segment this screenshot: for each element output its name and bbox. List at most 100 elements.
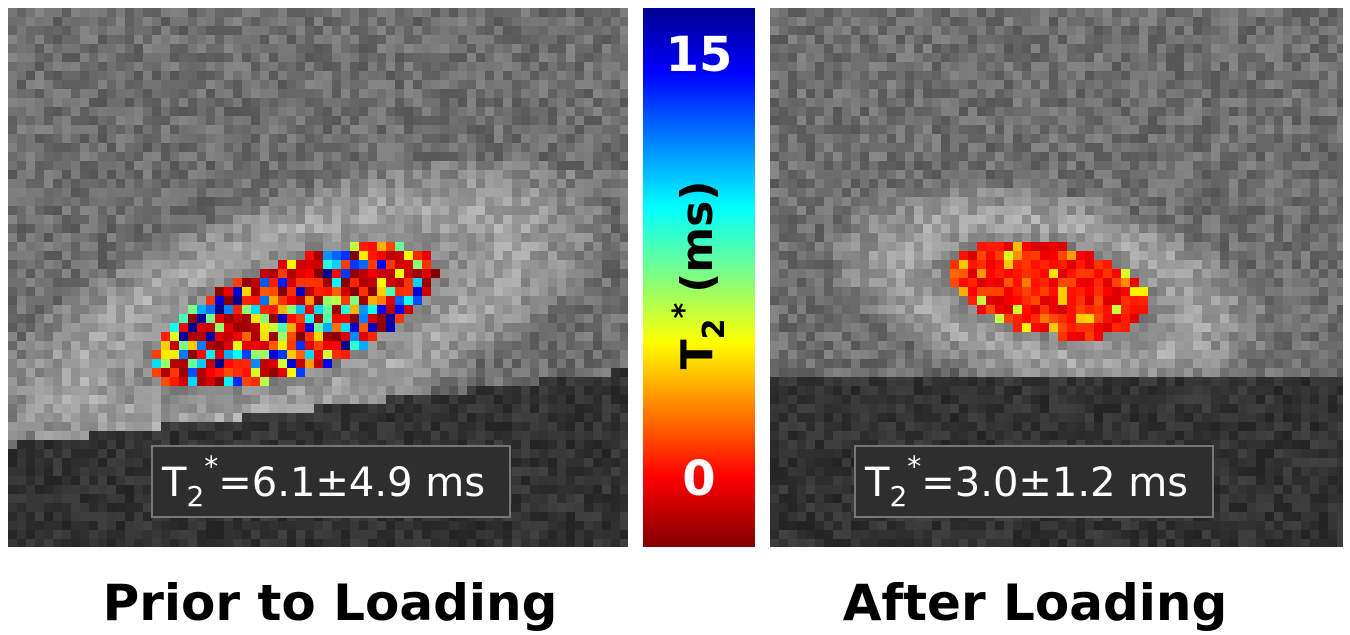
image-pixel <box>26 26 36 36</box>
image-pixel <box>89 80 99 90</box>
image-pixel <box>287 206 297 216</box>
image-pixel <box>35 278 45 288</box>
image-pixel <box>977 17 987 27</box>
map-pixel <box>323 350 333 360</box>
map-pixel <box>161 359 171 369</box>
image-pixel <box>1022 89 1032 99</box>
image-pixel <box>431 404 441 414</box>
image-pixel <box>905 125 915 135</box>
image-pixel <box>575 116 585 126</box>
image-pixel <box>170 422 180 432</box>
image-pixel <box>368 350 378 360</box>
image-pixel <box>278 521 288 531</box>
image-pixel <box>242 152 252 162</box>
image-pixel <box>206 152 216 162</box>
image-pixel <box>170 116 180 126</box>
image-pixel <box>593 530 603 540</box>
image-pixel <box>494 89 504 99</box>
image-pixel <box>422 89 432 99</box>
image-pixel <box>440 44 450 54</box>
image-pixel <box>260 17 270 27</box>
image-pixel <box>17 242 27 252</box>
image-pixel <box>395 197 405 207</box>
image-pixel <box>788 26 798 36</box>
image-pixel <box>1058 107 1068 117</box>
image-pixel <box>413 161 423 171</box>
image-pixel <box>611 107 621 117</box>
image-pixel <box>251 71 261 81</box>
image-pixel <box>62 152 72 162</box>
image-pixel <box>368 53 378 63</box>
image-pixel <box>89 251 99 261</box>
image-pixel <box>833 35 843 45</box>
image-pixel <box>458 116 468 126</box>
image-pixel <box>404 386 414 396</box>
image-pixel <box>548 530 558 540</box>
image-pixel <box>188 17 198 27</box>
image-pixel <box>386 98 396 108</box>
image-pixel <box>71 350 81 360</box>
image-pixel <box>593 152 603 162</box>
image-pixel <box>341 386 351 396</box>
image-pixel <box>620 314 630 324</box>
image-pixel <box>62 332 72 342</box>
image-pixel <box>503 341 513 351</box>
image-pixel <box>224 89 234 99</box>
map-pixel <box>296 278 306 288</box>
image-pixel <box>566 287 576 297</box>
image-pixel <box>170 260 180 270</box>
image-pixel <box>17 287 27 297</box>
image-pixel <box>1319 26 1329 36</box>
image-pixel <box>107 449 117 459</box>
image-pixel <box>287 395 297 405</box>
image-pixel <box>458 35 468 45</box>
image-pixel <box>107 278 117 288</box>
image-pixel <box>851 8 861 18</box>
image-pixel <box>233 206 243 216</box>
image-pixel <box>611 143 621 153</box>
image-pixel <box>476 242 486 252</box>
image-pixel <box>1103 44 1113 54</box>
image-pixel <box>35 512 45 522</box>
image-pixel <box>1319 107 1329 117</box>
map-pixel <box>323 359 333 369</box>
image-pixel <box>503 431 513 441</box>
image-pixel <box>842 125 852 135</box>
image-pixel <box>314 233 324 243</box>
image-pixel <box>143 296 153 306</box>
image-pixel <box>305 521 315 531</box>
image-pixel <box>611 89 621 99</box>
image-pixel <box>332 377 342 387</box>
image-pixel <box>242 89 252 99</box>
image-pixel <box>188 152 198 162</box>
image-pixel <box>485 224 495 234</box>
image-pixel <box>179 8 189 18</box>
image-pixel <box>896 89 906 99</box>
image-pixel <box>143 287 153 297</box>
image-pixel <box>530 107 540 117</box>
image-pixel <box>296 161 306 171</box>
image-pixel <box>368 431 378 441</box>
image-pixel <box>89 395 99 405</box>
image-pixel <box>332 143 342 153</box>
image-pixel <box>287 107 297 117</box>
image-pixel <box>932 80 942 90</box>
image-pixel <box>26 89 36 99</box>
image-pixel <box>251 89 261 99</box>
image-pixel <box>377 179 387 189</box>
image-pixel <box>125 26 135 36</box>
image-pixel <box>1337 107 1347 117</box>
image-pixel <box>278 197 288 207</box>
map-pixel <box>359 341 369 351</box>
image-pixel <box>152 17 162 27</box>
image-pixel <box>26 35 36 45</box>
image-pixel <box>8 251 18 261</box>
map-pixel <box>368 278 378 288</box>
image-pixel <box>107 530 117 540</box>
image-pixel <box>611 26 621 36</box>
image-pixel <box>62 179 72 189</box>
image-pixel <box>8 413 18 423</box>
image-pixel <box>8 35 18 45</box>
image-pixel <box>62 8 72 18</box>
image-pixel <box>296 215 306 225</box>
